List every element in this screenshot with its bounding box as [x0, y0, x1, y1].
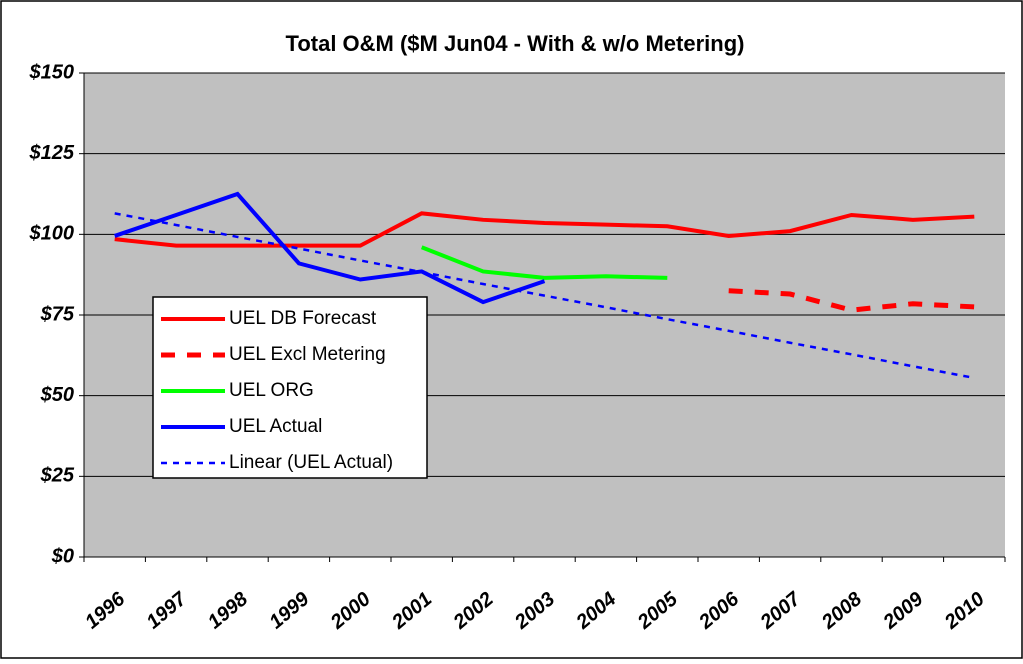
- series-line: [114, 211, 975, 248]
- y-tick-label: $100: [29, 223, 75, 245]
- series-line: [114, 212, 975, 380]
- series-line: [114, 191, 546, 305]
- y-tick-label: $0: [51, 545, 74, 567]
- legend-label: UEL ORG: [229, 380, 314, 401]
- chart-title: Total O&M ($M Jun04 - With & w/o Meterin…: [286, 31, 745, 56]
- legend-label: UEL DB Forecast: [229, 308, 377, 329]
- legend-label: UEL Actual: [229, 416, 322, 437]
- series-line: [420, 245, 668, 280]
- y-tick-label: $25: [40, 465, 75, 487]
- y-tick-label: $150: [29, 61, 75, 83]
- y-tick-label: $125: [29, 142, 75, 164]
- y-tick-label: $75: [40, 303, 75, 325]
- legend-label: Linear (UEL Actual): [229, 452, 393, 473]
- legend-label: UEL Excl Metering: [229, 344, 386, 365]
- y-tick-label: $50: [40, 384, 74, 406]
- legend: [152, 296, 428, 479]
